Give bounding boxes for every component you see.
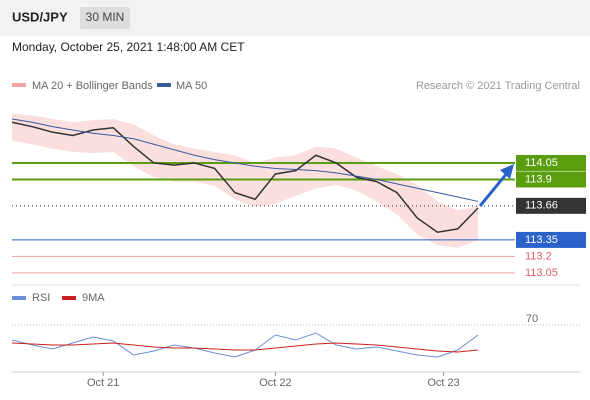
level-label: 113.05 (525, 267, 558, 279)
arrow-head (500, 164, 514, 179)
legend-swatch (157, 83, 171, 87)
bollinger-band (12, 113, 478, 248)
credit: Research © 2021 Trading Central (416, 80, 580, 92)
timeframe-badge (80, 7, 130, 29)
level-label: 113.2 (525, 250, 552, 262)
level-label: 113.66 (525, 200, 558, 212)
legend-swatch (62, 296, 76, 300)
x-tick-label: Oct 22 (259, 377, 291, 389)
level-badge (516, 154, 586, 171)
series-line (11, 118, 479, 202)
legend-label: MA 20 + Bollinger Bands (32, 80, 153, 92)
x-tick-label: Oct 21 (87, 377, 119, 389)
level-badge (516, 171, 586, 188)
legend-label: RSI (32, 292, 50, 304)
legend-label: MA 50 (176, 80, 207, 92)
level-badge (516, 197, 586, 214)
timeframe: 30 MIN (86, 10, 125, 24)
series-line (11, 332, 479, 358)
level-label: 113.35 (525, 234, 558, 246)
y-tick-label: 70 (526, 313, 538, 325)
x-tick-label: Oct 23 (427, 377, 459, 389)
price-line (11, 121, 479, 234)
level-badge (516, 231, 586, 248)
pair: USD/JPY (12, 9, 68, 24)
level-label: 114.05 (525, 157, 558, 169)
legend-label: 9MA (82, 292, 105, 304)
legend-swatch (12, 83, 26, 87)
forecast-arrow (478, 171, 510, 207)
series-line (11, 342, 479, 353)
timestamp: Monday, October 25, 2021 1:48:00 AM CET (12, 40, 245, 54)
level-label: 113.9 (525, 173, 552, 185)
legend-swatch (12, 296, 26, 300)
